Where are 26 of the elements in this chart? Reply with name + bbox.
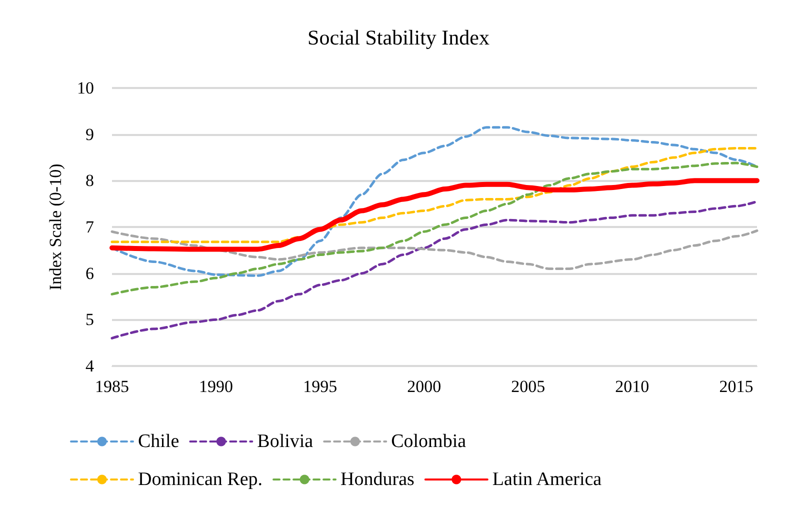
y-axis-title: Index Scale (0-10) bbox=[46, 164, 65, 290]
y-tick-label: 6 bbox=[86, 264, 94, 283]
y-tick-label: 7 bbox=[86, 218, 94, 236]
y-tick-label: 10 bbox=[77, 78, 94, 98]
legend-label: Chile bbox=[138, 431, 180, 452]
legend-label: Bolivia bbox=[257, 431, 314, 452]
legend-label: Dominican Rep. bbox=[138, 469, 263, 490]
x-tick-label: 2000 bbox=[407, 377, 442, 396]
y-tick-label: 5 bbox=[86, 310, 94, 330]
x-tick-label: 1990 bbox=[199, 377, 234, 396]
legend-label: Honduras bbox=[340, 469, 414, 490]
x-tick-label: 2010 bbox=[615, 377, 650, 396]
legend-label: Latin America bbox=[492, 469, 602, 490]
line-series bbox=[110, 146, 758, 244]
y-tick-label: 9 bbox=[86, 124, 94, 144]
y-tick-label: 4 bbox=[86, 356, 94, 376]
line-series bbox=[110, 162, 758, 296]
y-tick-label: 8 bbox=[86, 171, 94, 190]
line-series bbox=[110, 200, 758, 340]
line-series bbox=[110, 229, 758, 270]
x-tick-label: 2005 bbox=[511, 377, 546, 396]
x-tick-label: 1985 bbox=[95, 377, 129, 396]
legend-label: Colombia bbox=[391, 431, 467, 452]
x-tick-label: 1995 bbox=[303, 377, 338, 396]
chart-title: Social Stability Index bbox=[308, 26, 490, 50]
x-tick-label: 2015 bbox=[719, 377, 754, 396]
